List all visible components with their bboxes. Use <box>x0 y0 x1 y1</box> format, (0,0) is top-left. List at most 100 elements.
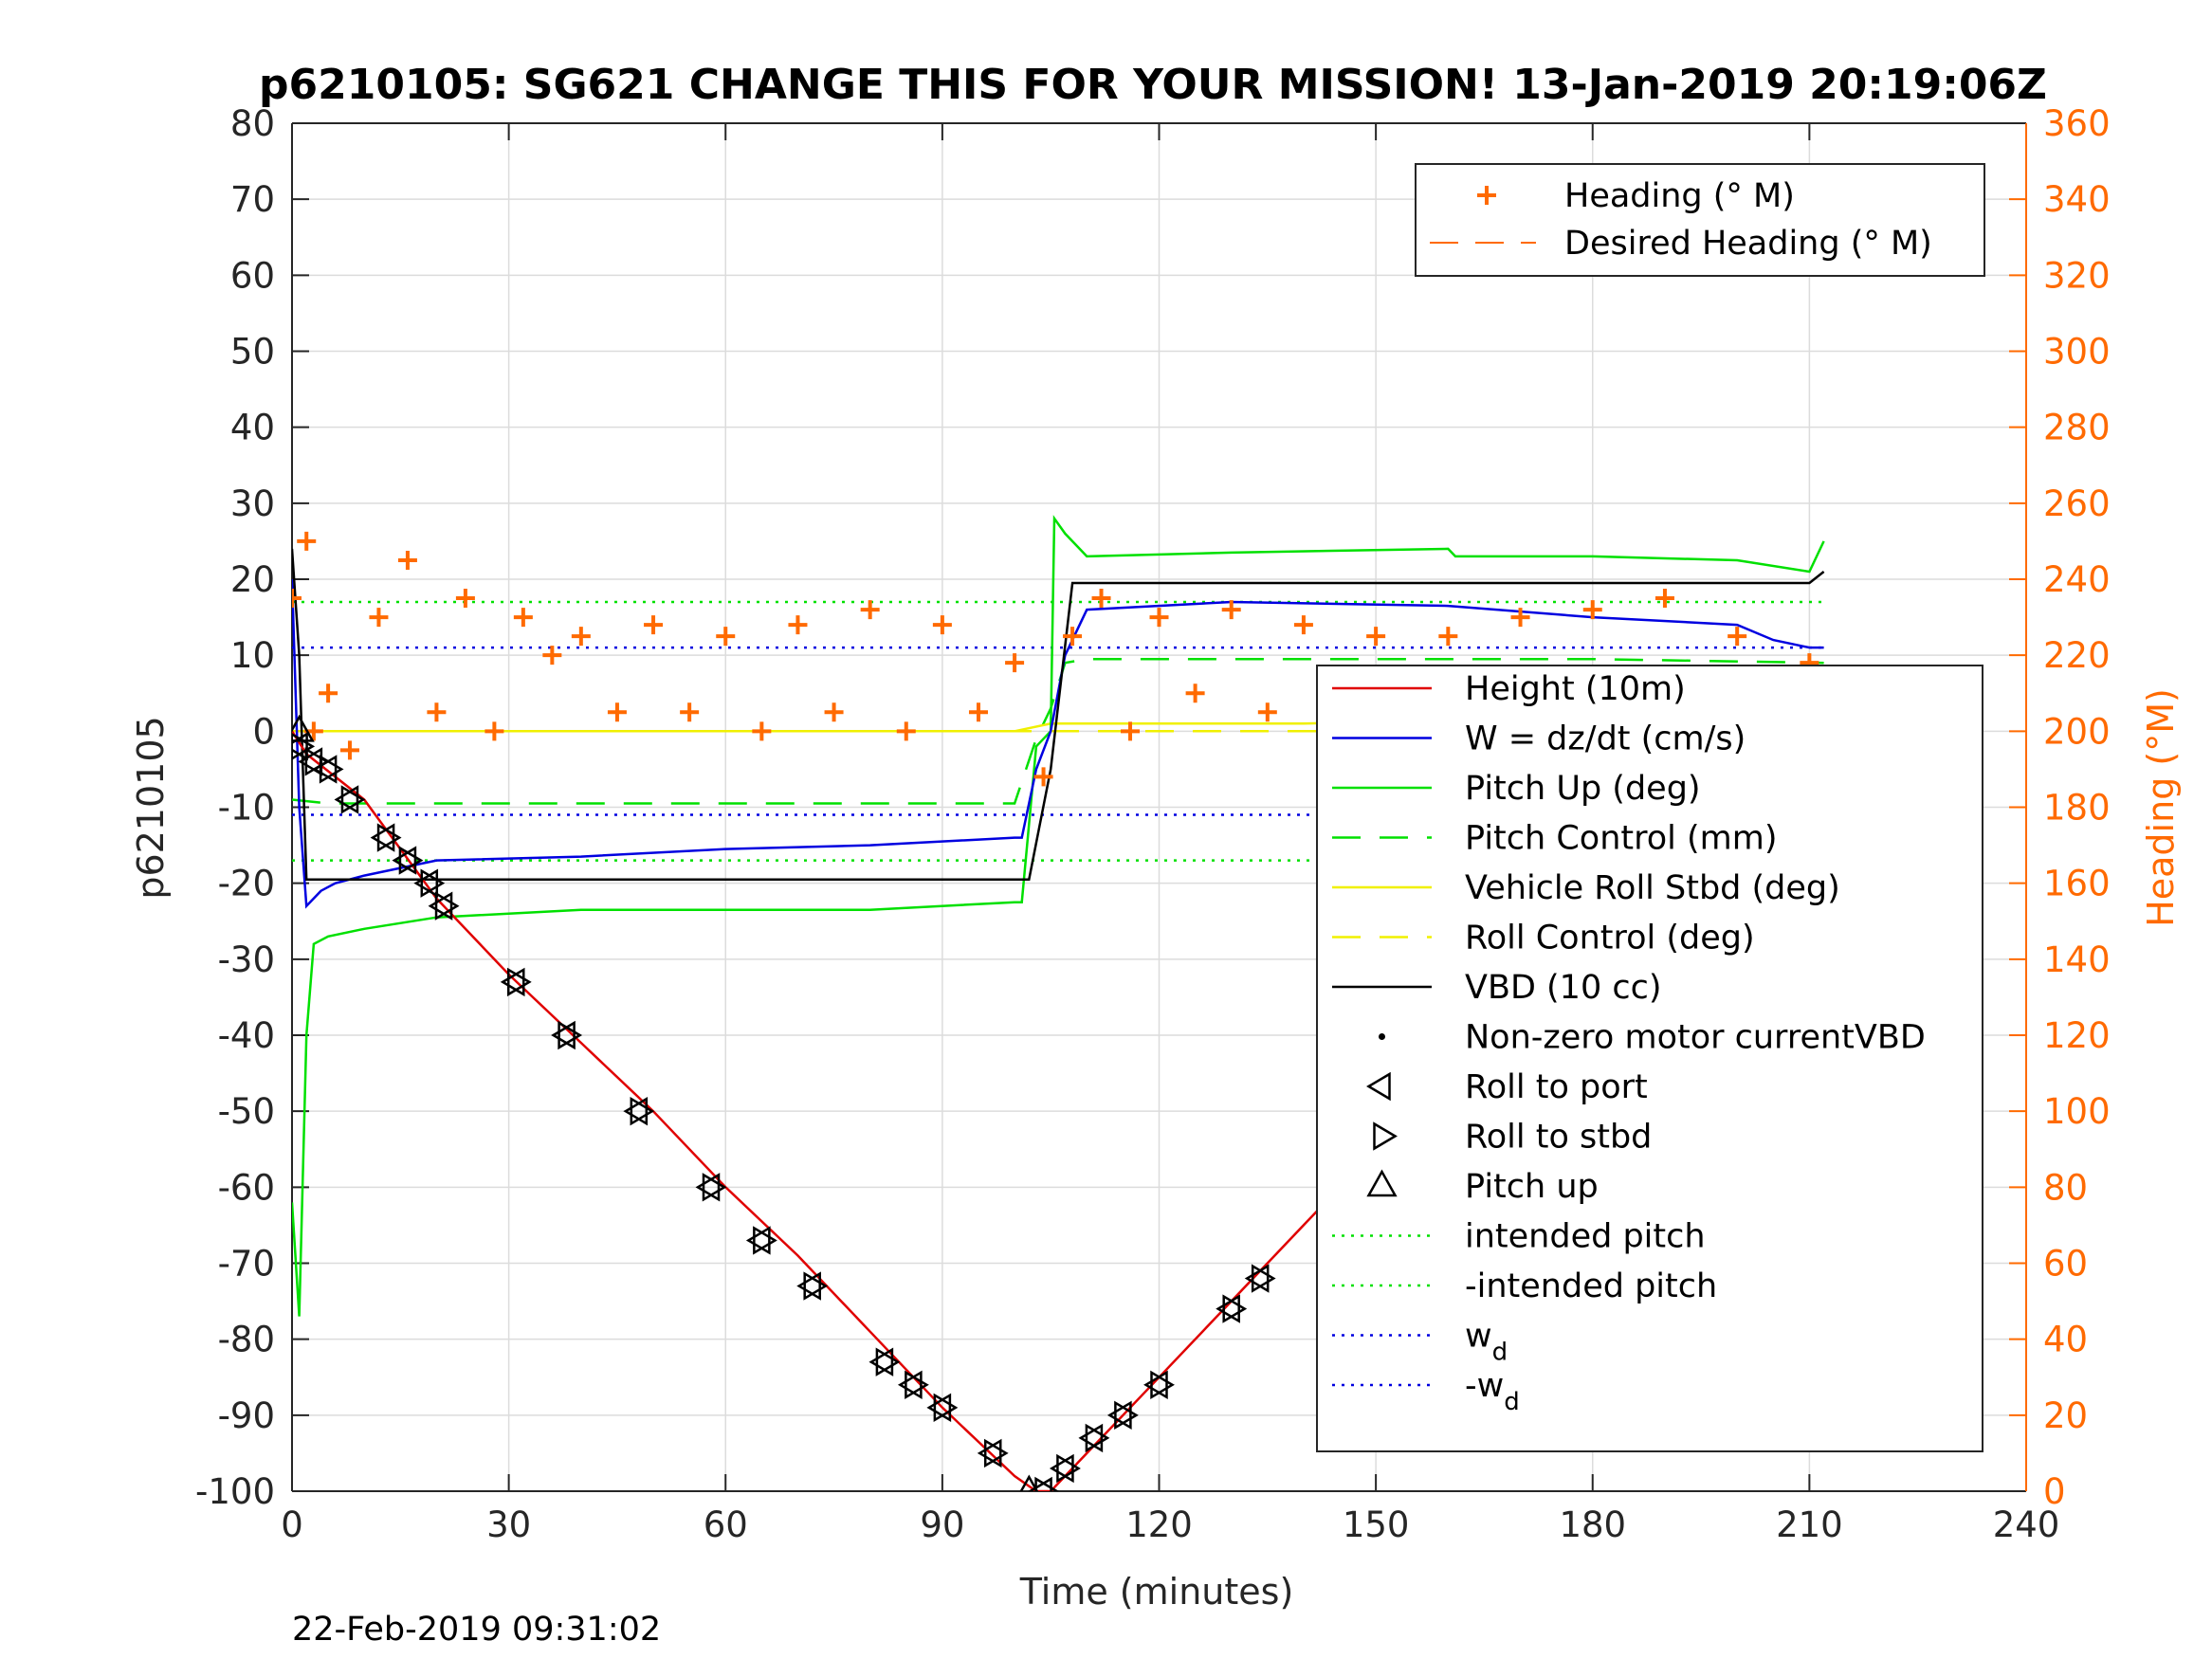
y-tick-label: -90 <box>218 1395 275 1436</box>
y-tick-label: 50 <box>230 332 275 373</box>
roll-to-port-marker <box>413 868 439 898</box>
y2-tick-label: 280 <box>2043 408 2111 448</box>
y2-tick-label: 120 <box>2043 1015 2111 1056</box>
roll-to-port-marker <box>695 1173 721 1202</box>
roll-to-port-marker <box>868 1347 894 1376</box>
series-layer <box>292 515 1834 1491</box>
heading-point <box>1033 767 1053 787</box>
y-tick-label: -100 <box>195 1471 275 1512</box>
y-tick-label: -60 <box>218 1167 275 1208</box>
roll-to-stbd-marker <box>558 1020 583 1050</box>
x-tick-label: 210 <box>1776 1504 1843 1545</box>
y-axis-label: p6210105 <box>130 716 172 899</box>
x-tick-label: 90 <box>920 1504 964 1545</box>
heading-point <box>716 627 736 647</box>
roll-to-stbd-marker <box>803 1271 829 1301</box>
legend-entry-roll-control-deg: Roll Control (deg) <box>1465 920 1755 957</box>
roll-to-stbd-marker <box>905 1370 929 1399</box>
heading-point <box>319 684 338 703</box>
heading-point <box>607 702 627 722</box>
legend-entry-pitch-up: Pitch up <box>1465 1168 1599 1206</box>
heading-point <box>1121 721 1141 741</box>
legend-swatch-dot <box>1379 1033 1385 1040</box>
roll-to-stbd-marker <box>983 1438 1009 1468</box>
y2-tick-label: 20 <box>2043 1395 2088 1436</box>
roll-to-port-marker <box>551 1020 576 1050</box>
heading-point <box>1510 608 1530 628</box>
y-tick-label: 10 <box>230 635 275 676</box>
y-tick-label: -80 <box>218 1320 275 1360</box>
y2-tick-label: 140 <box>2043 939 2111 980</box>
heading-point <box>455 589 475 609</box>
y-tick-label: -70 <box>218 1244 275 1285</box>
x-tick-label: 120 <box>1125 1504 1193 1545</box>
heading-point <box>1221 600 1241 620</box>
y2-tick-label: 200 <box>2043 711 2111 752</box>
roll-to-port-marker <box>1244 1264 1270 1293</box>
roll-to-stbd-marker <box>753 1226 777 1255</box>
legend-entry-intended-pitch: -intended pitch <box>1465 1267 1717 1305</box>
heading-point <box>292 589 302 609</box>
y-tick-label: 40 <box>230 408 275 448</box>
legend-swatch-pitch-up <box>1366 1169 1398 1197</box>
roll-to-stbd-marker <box>376 823 402 852</box>
heading-point <box>1257 702 1277 722</box>
x-tick-label: 150 <box>1343 1504 1410 1545</box>
roll-to-stbd-marker <box>1085 1423 1110 1453</box>
y-tick-label: 60 <box>230 255 275 296</box>
roll-to-stbd-marker <box>1056 1453 1081 1484</box>
legend-heading-marker <box>1477 186 1496 205</box>
roll-to-stbd-marker <box>420 868 446 898</box>
legend-entry-roll-to-stbd: Roll to stbd <box>1465 1119 1652 1157</box>
legend-entry-pitch-up-deg: Pitch Up (deg) <box>1465 770 1701 808</box>
x-tick-label: 240 <box>1993 1504 2060 1545</box>
roll-to-port-marker <box>897 1370 923 1399</box>
y2-tick-label: 300 <box>2043 332 2111 373</box>
heading-point <box>644 615 664 635</box>
y2-tick-label: 240 <box>2043 559 2111 600</box>
y-tick-label: 70 <box>230 179 275 220</box>
y-tick-label: 0 <box>252 711 275 752</box>
roll-to-port-marker <box>623 1096 649 1126</box>
heading-point <box>788 615 808 635</box>
roll-to-port-marker <box>977 1438 1002 1468</box>
heading-point <box>397 550 417 570</box>
x-tick-label: 60 <box>704 1504 748 1545</box>
heading-point <box>968 702 988 722</box>
heading-point <box>1582 600 1602 620</box>
chart-title: p6210105: SG621 CHANGE THIS FOR YOUR MIS… <box>259 61 2047 109</box>
heading-point <box>680 702 700 722</box>
roll-to-port-marker <box>1028 1476 1052 1491</box>
pitch-up-marker <box>292 714 315 742</box>
y2-tick-label: 320 <box>2043 255 2111 296</box>
heading-point <box>339 740 359 760</box>
heading-point <box>513 608 533 628</box>
series-vbd-10-cc <box>292 548 1825 881</box>
pitch-up-marker <box>1019 1474 1039 1491</box>
y-tick-label: -30 <box>218 939 275 980</box>
y2-tick-label: 220 <box>2043 635 2111 676</box>
legend-entry-vbd-10-cc: VBD (10 cc) <box>1465 969 1662 1007</box>
roll-to-port-marker <box>334 785 359 814</box>
heading-point <box>860 600 880 620</box>
series-w-dz-dt-cm-s <box>292 578 1824 909</box>
y2-tick-label: 260 <box>2043 483 2111 524</box>
y2-tick-label: 360 <box>2043 103 2111 144</box>
roll-to-stbd-marker <box>702 1173 727 1202</box>
series-pitch-up-deg <box>292 515 1825 1317</box>
legend-entry-pitch-control-mm: Pitch Control (mm) <box>1465 820 1777 858</box>
timestamp: 22-Feb-2019 09:31:02 <box>292 1611 661 1649</box>
y2-tick-label: 100 <box>2043 1091 2111 1132</box>
x-tick-label: 30 <box>486 1504 531 1545</box>
legend-entry-roll-to-port: Roll to port <box>1465 1068 1648 1106</box>
y2-tick-label: 80 <box>2043 1167 2088 1208</box>
roll-to-port-marker <box>428 891 453 921</box>
series-pitch-control-mm <box>292 657 1824 805</box>
y-tick-label: 30 <box>230 483 275 524</box>
heading-point <box>1366 627 1386 647</box>
y-tick-label: 20 <box>230 559 275 600</box>
heading-point <box>1091 589 1111 609</box>
legend-top-entry-desired-heading: Desired Heading (° M) <box>1564 225 1932 263</box>
legend-main: Height (10m) W = dz/dt (cm/s) Pitch Up (de… <box>1316 665 1983 1452</box>
x-tick-label: 0 <box>281 1504 303 1545</box>
